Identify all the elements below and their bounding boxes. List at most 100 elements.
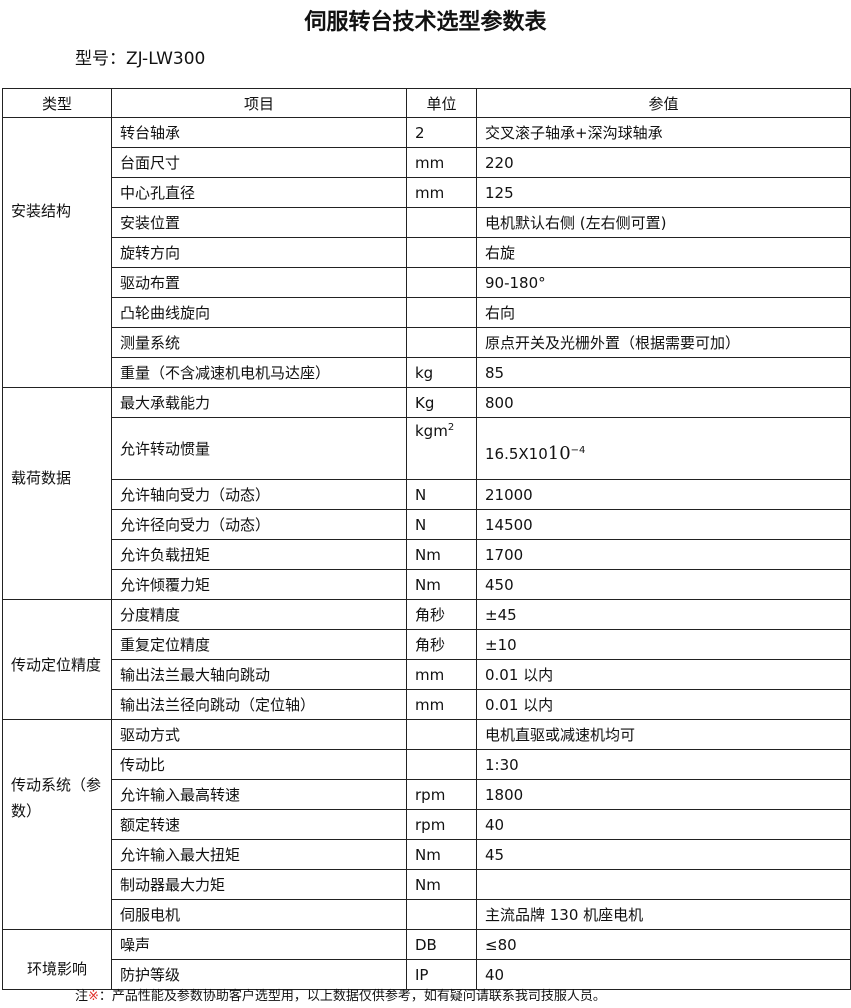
- item-cell: 允许输入最大扭矩: [111, 839, 407, 870]
- unit-cell: rpm: [406, 779, 477, 810]
- value-cell: 右向: [476, 297, 851, 328]
- unit-cell: [406, 899, 477, 930]
- item-cell: 防护等级: [111, 959, 407, 990]
- value-cell: 0.01 以内: [476, 689, 851, 720]
- unit-cell: Nm: [406, 869, 477, 900]
- table-row: 安装位置 电机默认右侧 (左右侧可置): [3, 207, 851, 238]
- table-row: 旋转方向 右旋: [3, 237, 851, 268]
- table-row: 驱动布置 90-180°: [3, 267, 851, 298]
- value-cell: 40: [476, 809, 851, 840]
- header-category: 类型: [2, 88, 112, 118]
- value-cell: 90-180°: [476, 267, 851, 298]
- value-cell: 交叉滚子轴承+深沟球轴承: [476, 117, 851, 148]
- value-cell: ±45: [476, 599, 851, 630]
- table-row: 允许输入最高转速 rpm 1800: [3, 779, 851, 810]
- table-row: 传动系统（参数） 驱动方式 电机直驱或减速机均可: [2, 719, 851, 930]
- item-cell: 允许径向受力（动态）: [111, 509, 407, 540]
- table-row: 中心孔直径 mm 125: [3, 177, 851, 208]
- item-cell: 允许输入最高转速: [111, 779, 407, 810]
- unit-cell: mm: [406, 147, 477, 178]
- unit-cell: Nm: [406, 839, 477, 870]
- page-title: 伺服转台技术选型参数表: [304, 10, 547, 35]
- value-cell: [476, 869, 851, 900]
- unit-cell: [406, 749, 477, 780]
- item-cell: 制动器最大力矩: [111, 869, 407, 900]
- value-cell: 45: [476, 839, 851, 870]
- reference-mark: ※: [88, 989, 99, 1004]
- spec-table: 类型 项目 单位 参值 安装结构 转台轴承 2 交叉滚子轴承+深沟球轴承 台面尺寸 mm 2…: [2, 88, 851, 990]
- value-cell: 1:30: [476, 749, 851, 780]
- item-cell: 分度精度: [111, 599, 407, 630]
- value-cell: 1700: [476, 539, 851, 570]
- value-cell: 85: [476, 357, 851, 388]
- unit-cell: N: [406, 509, 477, 540]
- unit-cell: 角秒: [406, 629, 477, 660]
- table-row: 载荷数据 最大承载能力 Kg 800: [2, 387, 851, 600]
- value-cell: 21000: [476, 479, 851, 510]
- table-row: 台面尺寸 mm 220: [3, 147, 851, 178]
- item-cell: 安装位置: [111, 207, 407, 238]
- unit-cell: [406, 207, 477, 238]
- table-row: 允许轴向受力（动态） N 21000: [3, 479, 851, 510]
- value-cell: 原点开关及光栅外置（根据需要可加）: [476, 327, 851, 358]
- item-cell: 传动比: [111, 749, 407, 780]
- unit-cell: [406, 719, 477, 750]
- category-cell: 传动系统（参数）: [2, 719, 112, 930]
- item-cell: 输出法兰最大轴向跳动: [111, 659, 407, 690]
- value-cell: 450: [476, 569, 851, 600]
- item-cell: 允许负载扭矩: [111, 539, 407, 570]
- unit-cell: DB: [406, 929, 477, 960]
- value-cell: 右旋: [476, 237, 851, 268]
- item-cell: 驱动方式: [111, 719, 407, 750]
- unit-cell: mm: [406, 659, 477, 690]
- table-row: 输出法兰径向跳动（定位轴） mm 0.01 以内: [3, 689, 851, 720]
- item-cell: 转台轴承: [111, 117, 407, 148]
- item-cell: 最大承载能力: [111, 387, 407, 418]
- unit-cell: kg: [406, 357, 477, 388]
- value-cell: ±10: [476, 629, 851, 660]
- value-cell: 220: [476, 147, 851, 178]
- value-cell: 16.5X1010−4: [476, 417, 851, 480]
- item-cell: 允许轴向受力（动态）: [111, 479, 407, 510]
- unit-cell: 角秒: [406, 599, 477, 630]
- value-cell: 电机默认右侧 (左右侧可置): [476, 207, 851, 238]
- unit-cell: [406, 237, 477, 268]
- unit-cell: mm: [406, 177, 477, 208]
- table-row: 防护等级 IP 40: [3, 959, 851, 990]
- table-row: 输出法兰最大轴向跳动 mm 0.01 以内: [3, 659, 851, 690]
- footnote: 注※：产品性能及参数协助客户选型用，以上数据仅供参考，如有疑问请联系我司技服人员…: [75, 989, 606, 1004]
- table-row: 伺服电机 主流品牌 130 机座电机: [3, 899, 851, 930]
- item-cell: 中心孔直径: [111, 177, 407, 208]
- item-cell: 旋转方向: [111, 237, 407, 268]
- value-cell: 电机直驱或减速机均可: [476, 719, 851, 750]
- table-row: 传动定位精度 分度精度 角秒 ±45: [2, 599, 851, 720]
- category-cell: 载荷数据: [2, 387, 112, 600]
- item-cell: 伺服电机: [111, 899, 407, 930]
- item-cell: 输出法兰径向跳动（定位轴）: [111, 689, 407, 720]
- model-number: 型号：ZJ-LW300: [75, 49, 206, 69]
- unit-cell: [406, 267, 477, 298]
- item-cell: 凸轮曲线旋向: [111, 297, 407, 328]
- table-row: 允许径向受力（动态） N 14500: [3, 509, 851, 540]
- table-row: 安装结构 转台轴承 2 交叉滚子轴承+深沟球轴承: [2, 117, 851, 388]
- value-cell: 40: [476, 959, 851, 990]
- table-row: 凸轮曲线旋向 右向: [3, 297, 851, 328]
- value-cell: 14500: [476, 509, 851, 540]
- item-cell: 额定转速: [111, 809, 407, 840]
- table-row: 传动比 1:30: [3, 749, 851, 780]
- item-cell: 台面尺寸: [111, 147, 407, 178]
- table-row: 测量系统 原点开关及光栅外置（根据需要可加）: [3, 327, 851, 358]
- unit-cell: N: [406, 479, 477, 510]
- unit-cell: IP: [406, 959, 477, 990]
- table-row: 重复定位精度 角秒 ±10: [3, 629, 851, 660]
- unit-cell: Kg: [406, 387, 477, 418]
- table-row: 环境影响 噪声 DB ≤80: [2, 929, 851, 990]
- table-row: 允许输入最大扭矩 Nm 45: [3, 839, 851, 870]
- table-row: 允许转动惯量 kgm2 16.5X1010−4: [3, 417, 851, 480]
- category-cell: 安装结构: [2, 117, 112, 388]
- unit-cell: [406, 297, 477, 328]
- unit-cell: mm: [406, 689, 477, 720]
- unit-cell: [406, 327, 477, 358]
- category-cell: 传动定位精度: [2, 599, 112, 720]
- value-cell: 主流品牌 130 机座电机: [476, 899, 851, 930]
